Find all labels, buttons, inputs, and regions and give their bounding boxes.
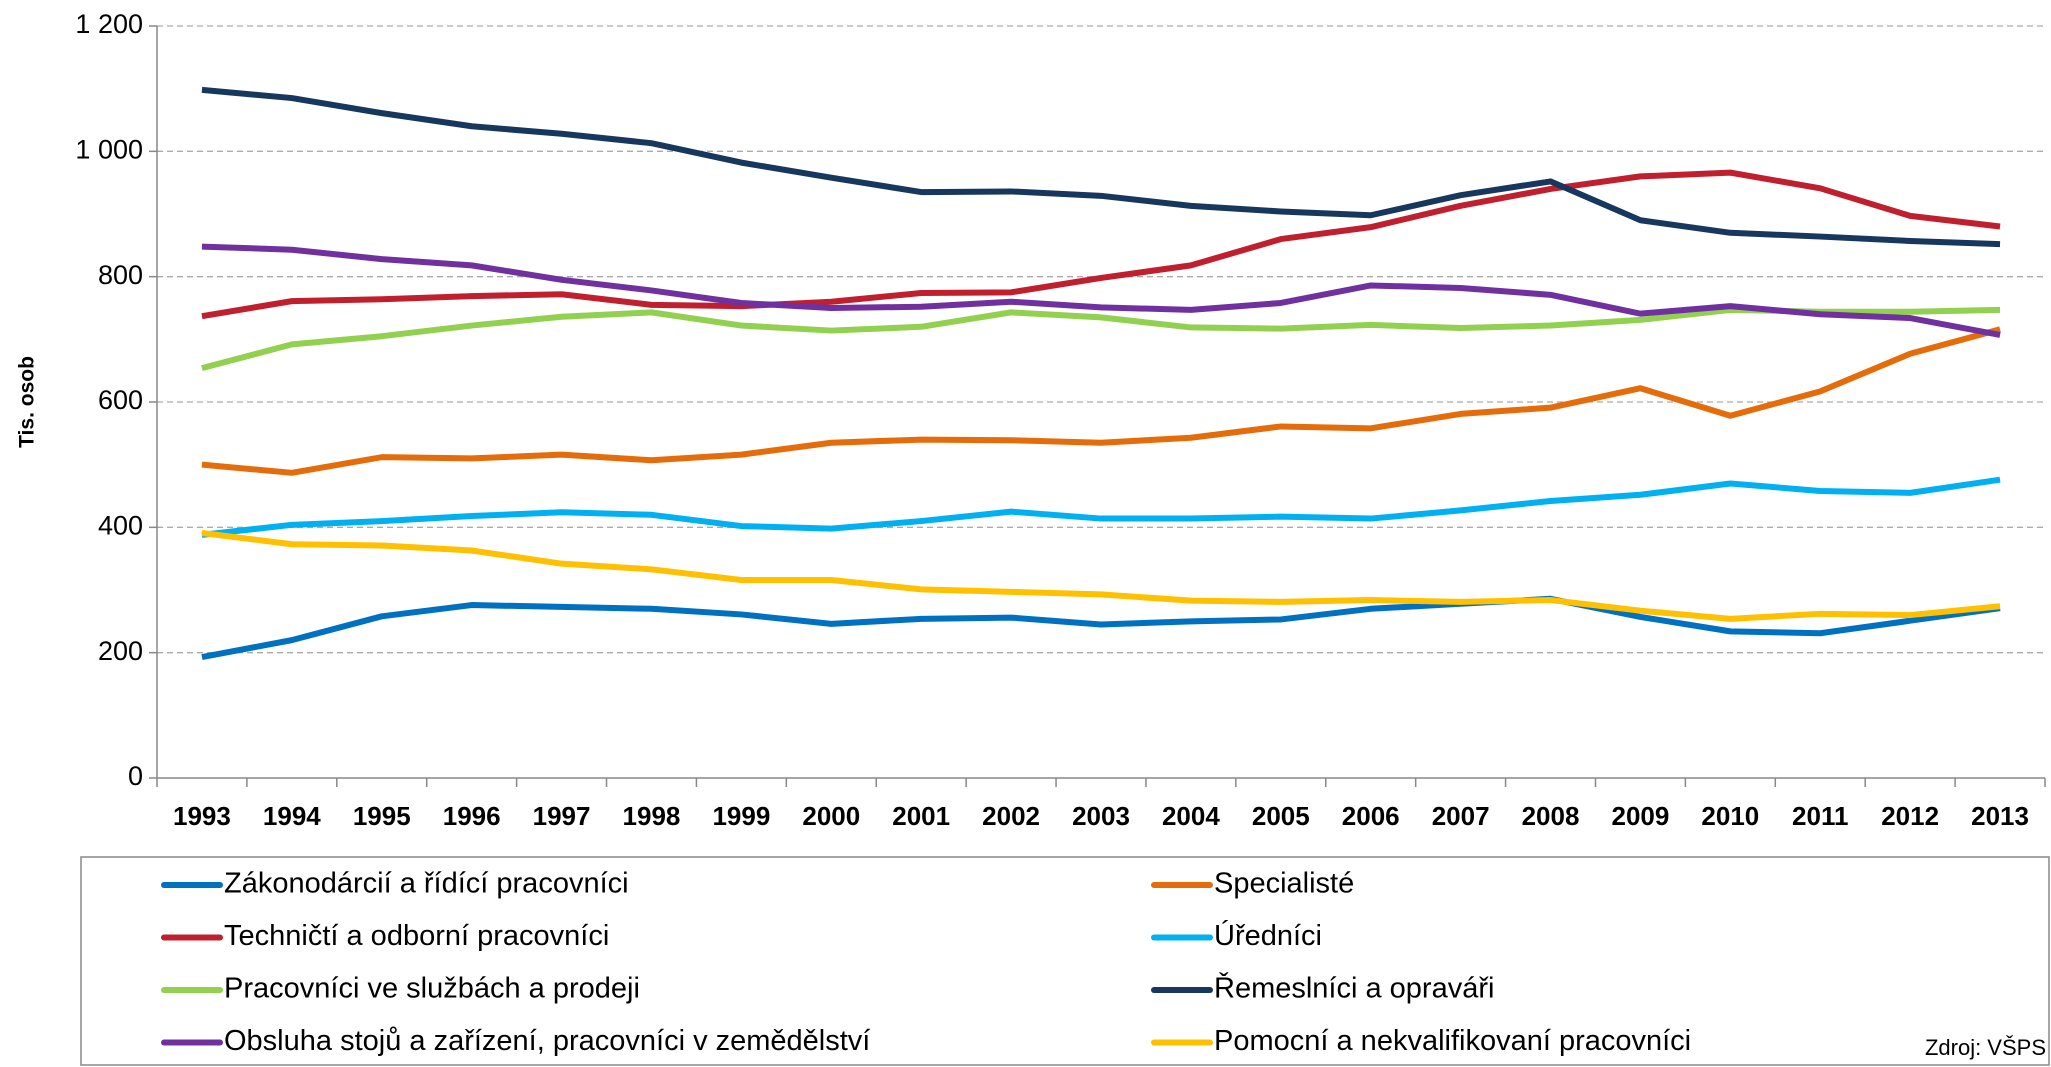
x-tick-label: 2006 <box>1342 801 1400 831</box>
x-tick-label: 2009 <box>1612 801 1670 831</box>
y-tick-label: 1 200 <box>75 9 143 39</box>
x-tick-label: 2004 <box>1162 801 1220 831</box>
source: Zdroj: VŠPS <box>1925 1035 2046 1060</box>
x-tick-label: 2008 <box>1522 801 1580 831</box>
y-tick-label: 400 <box>98 510 143 540</box>
x-tick-label: 1993 <box>173 801 231 831</box>
x-tick-label: 2001 <box>892 801 950 831</box>
legend-box <box>80 856 2050 1066</box>
y-tick-label: 200 <box>98 636 143 666</box>
x-tick-label: 2002 <box>982 801 1040 831</box>
x-tick-label: 2007 <box>1432 801 1490 831</box>
y-axis-label: Tis. osob <box>16 356 39 448</box>
line <box>201 326 2001 476</box>
x-tick-label: 1995 <box>353 801 411 831</box>
y-tick-label: 800 <box>98 260 143 290</box>
x-tick-label: 1999 <box>712 801 770 831</box>
x-tick-label: 2000 <box>802 801 860 831</box>
x-tick-label: 2010 <box>1701 801 1759 831</box>
x-tick-label: 1994 <box>263 801 321 831</box>
x-tick-label: 2005 <box>1252 801 1310 831</box>
line <box>201 595 2001 661</box>
line <box>201 86 2001 248</box>
legend-label: Specialisté <box>1214 868 1354 900</box>
legend-label: Pracovníci ve službách a prodeji <box>224 973 640 1005</box>
x-tick-label: 1997 <box>533 801 591 831</box>
legend-label: Řemeslníci a opraváři <box>1214 972 1494 1005</box>
line <box>201 529 2001 622</box>
x-tick-label: 1998 <box>623 801 681 831</box>
line <box>201 169 2001 320</box>
legend-label: Techničtí a odborní pracovníci <box>224 920 609 952</box>
x-tick-label: 2012 <box>1881 801 1939 831</box>
legend-label: Obsluha stojů a zařízení, pracovníci v z… <box>224 1025 870 1057</box>
legend-label: Úředníci <box>1214 919 1322 952</box>
x-tick-label: 2011 <box>1792 801 1848 831</box>
line <box>201 306 2001 372</box>
x-tick-label: 1996 <box>443 801 501 831</box>
y-tick-label: 0 <box>128 761 143 791</box>
y-tick-label: 600 <box>98 385 143 415</box>
legend-label: Pomocní a nekvalifikovaní pracovníci <box>1214 1025 1691 1057</box>
x-tick-label: 2003 <box>1072 801 1130 831</box>
y-tick-label: 1 000 <box>75 134 143 164</box>
x-tick-label: 2013 <box>1971 801 2029 831</box>
line <box>201 243 2001 338</box>
legend-label: Zákonodárcií a řídící pracovníci <box>224 868 629 900</box>
line <box>201 476 2001 538</box>
